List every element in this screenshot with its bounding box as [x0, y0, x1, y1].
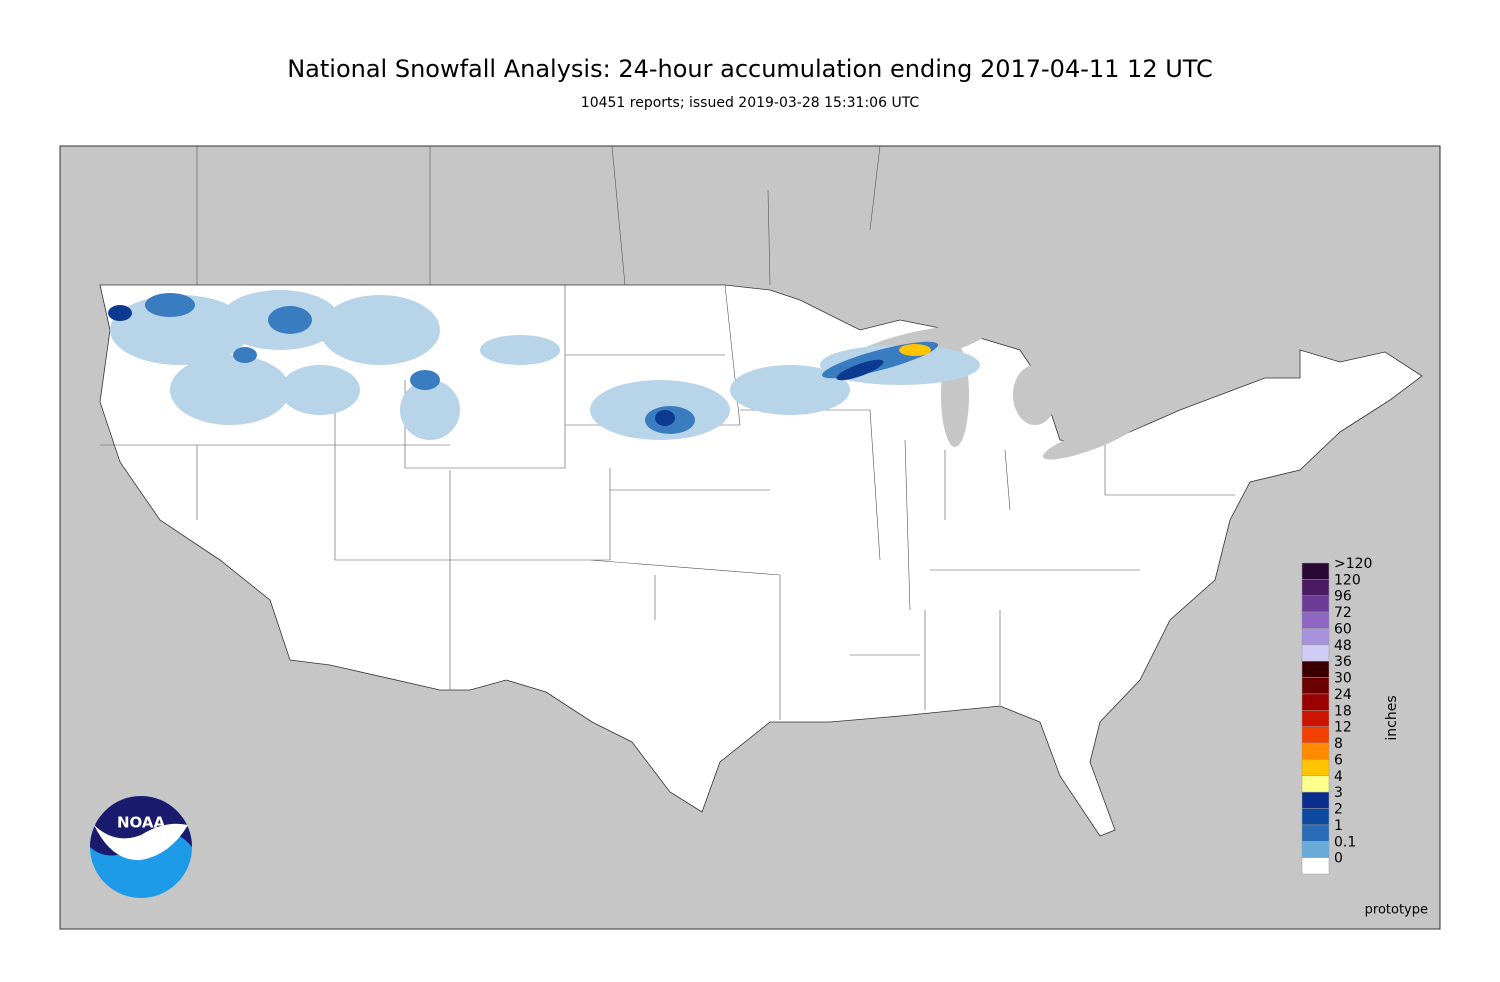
- legend-swatch: [1301, 759, 1330, 777]
- legend-swatch: [1301, 611, 1330, 629]
- legend-swatch: [1301, 628, 1330, 646]
- legend-unit: inches: [1384, 695, 1400, 740]
- legend-swatch: [1301, 660, 1330, 678]
- legend-label: 18: [1334, 703, 1352, 719]
- legend-label: 0.1: [1334, 834, 1356, 850]
- legend-label: 2: [1334, 802, 1343, 818]
- legend-label: 6: [1334, 752, 1343, 768]
- legend-swatch: [1301, 726, 1330, 744]
- legend-label: 12: [1334, 720, 1352, 736]
- legend-swatch: [1301, 824, 1330, 842]
- logo-text: NOAA: [117, 814, 166, 832]
- legend-swatch: [1301, 710, 1330, 727]
- legend-swatch: [1301, 808, 1330, 826]
- title: National Snowfall Analysis: 24-hour accu…: [287, 55, 1213, 83]
- legend-swatch: [1301, 562, 1330, 580]
- legend-label: 1: [1334, 818, 1343, 834]
- legend-label: 60: [1334, 621, 1352, 637]
- legend-label: 36: [1334, 654, 1352, 670]
- legend-swatch: [1301, 677, 1330, 695]
- legend-label: 30: [1334, 671, 1352, 687]
- legend-swatch: [1301, 693, 1330, 711]
- legend-swatch: [1301, 644, 1330, 662]
- legend-label: 0: [1334, 851, 1343, 867]
- legend-swatch: [1301, 841, 1330, 858]
- legend-label: 24: [1334, 687, 1352, 703]
- legend-swatch: [1301, 595, 1330, 613]
- legend-swatch: [1301, 791, 1330, 809]
- legend-swatch: [1301, 857, 1330, 875]
- map: [59, 145, 1441, 930]
- legend-label: 72: [1334, 605, 1352, 621]
- footer-note: prototype: [1365, 903, 1428, 918]
- legend-label: 96: [1334, 589, 1352, 605]
- legend-label: 48: [1334, 638, 1352, 654]
- legend-label: 120: [1334, 572, 1361, 588]
- legend-swatch: [1301, 742, 1330, 760]
- legend-label: 4: [1334, 769, 1343, 785]
- legend-label: >120: [1334, 556, 1372, 572]
- legend-swatch: [1301, 775, 1330, 793]
- subtitle: 10451 reports; issued 2019-03-28 15:31:0…: [581, 95, 920, 111]
- legend-label: 3: [1334, 785, 1343, 801]
- legend-swatch: [1301, 579, 1330, 596]
- noaa-logo: NOAA: [90, 796, 192, 898]
- legend-label: 8: [1334, 736, 1343, 752]
